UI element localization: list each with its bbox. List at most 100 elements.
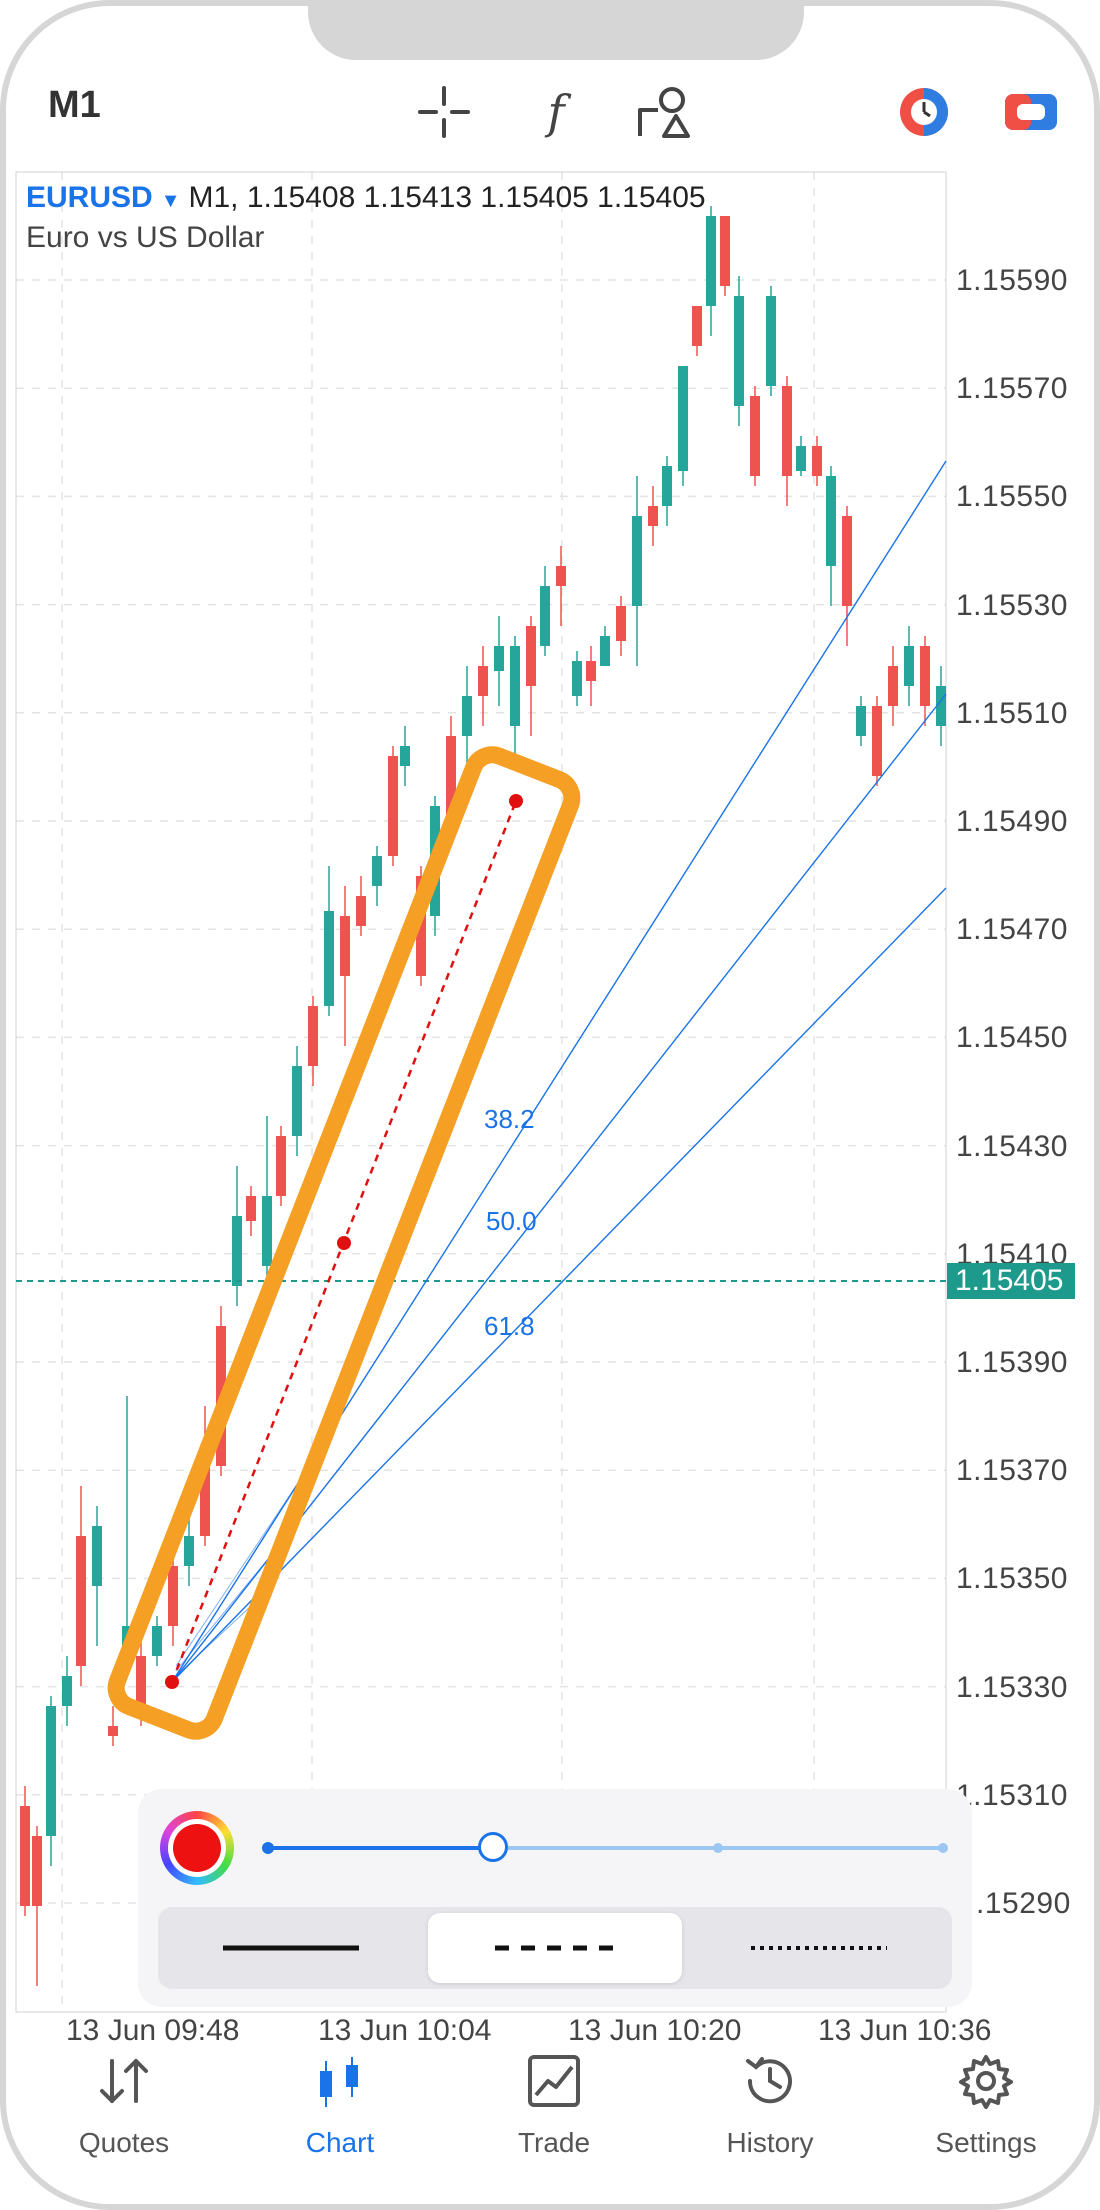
thickness-slider-track[interactable] [268,1846,944,1850]
candle-body [766,296,776,386]
price-axis-label: 1.15590 [956,264,1068,297]
fibo-level-label: 38.2 [484,1104,535,1134]
objects-icon[interactable] [634,82,694,142]
thickness-slider-fill [268,1846,494,1850]
candle-body [540,586,550,646]
candle-body [324,911,334,1006]
fibonacci-fan [171,460,947,1683]
thickness-slider-thumb[interactable] [478,1832,508,1862]
tab-history[interactable]: History [690,2041,850,2181]
history-icon [690,2041,850,2121]
price-axis-label: 1.15470 [956,913,1068,947]
candle-body [92,1526,102,1586]
time-axis-label: 13 Jun 09:48 [66,2014,240,2047]
candle-body [936,686,946,726]
candle-body [648,506,658,526]
candle-body [416,876,426,976]
candle-body [462,696,472,736]
tab-label: History [726,2127,814,2158]
tab-label: Quotes [78,2127,170,2158]
candle-body [920,646,930,706]
candle-body [706,216,716,306]
candle-body [108,1726,118,1736]
price-axis-label: 1.15330 [956,1670,1068,1704]
time-axis-label: 13 Jun 10:20 [568,2014,742,2047]
anchor-point-start [165,1675,179,1689]
account-toggle-icon[interactable] [1001,82,1061,142]
tab-trade[interactable]: Trade [474,2041,634,2181]
candle-body [20,1806,30,1906]
timeframe-button[interactable]: M1 [48,84,101,126]
color-picker-button[interactable] [160,1811,234,1885]
candle-body [62,1676,72,1706]
thickness-stop[interactable] [262,1842,274,1854]
candle-body [308,1006,318,1066]
candle-body [184,1536,194,1566]
candle-body [494,646,504,671]
price-axis-label: 1.15430 [956,1129,1068,1163]
price-axis-label: 1.15530 [956,588,1068,622]
fibo-level-label: 61.8 [484,1311,535,1341]
candle-body [292,1066,302,1136]
symbol-header[interactable]: EURUSD ▼ M1, 1.15408 1.15413 1.15405 1.154… [26,181,706,215]
indicator-f-icon[interactable]: f [526,82,586,142]
symbol-name[interactable]: EURUSD [26,181,153,214]
fibo-level-label: 50.0 [486,1206,537,1236]
candle-body [678,366,688,471]
candle-body [600,636,610,666]
price-axis-label: 1.15390 [956,1346,1068,1379]
candle-body [662,466,672,506]
tab-quotes[interactable]: Quotes [44,2041,204,2181]
chart-icon [260,2041,420,2121]
candle-body [340,916,350,976]
price-axis-label: 1.15570 [956,372,1068,406]
tab-settings[interactable]: Settings [906,2041,1066,2181]
candle-body [556,566,566,586]
candle-body [734,296,744,406]
candle-body [32,1836,42,1906]
line-style-solid[interactable] [164,1913,418,1983]
time-axis-label: 13 Jun 10:36 [818,2014,992,2047]
candle-body [478,666,488,696]
time-axis-label: 13 Jun 10:04 [318,2014,492,2047]
current-price-label: 1.15405 [947,1263,1075,1299]
candle-body [446,736,456,816]
quotes-icon [44,2041,204,2121]
one-click-trading-icon[interactable] [894,82,954,142]
selected-color-swatch [173,1824,221,1872]
candle-body [826,476,836,566]
line-style-dashed[interactable] [428,1913,682,1983]
crosshair-icon[interactable] [414,82,474,142]
candle-body [168,1566,178,1626]
candle-body [842,516,852,606]
tab-label: Settings [935,2127,1037,2158]
device-notch [308,6,804,60]
tab-chart[interactable]: Chart [260,2041,420,2181]
candle-body [246,1196,256,1221]
trade-icon [474,2041,634,2121]
highlight-frame [107,746,581,1740]
candle-body [276,1136,286,1196]
thickness-stop[interactable] [713,1843,723,1853]
price-axis-label: 1.15450 [956,1021,1068,1055]
price-axis-label: 1.15510 [956,696,1068,730]
candle-body [46,1706,56,1836]
thickness-stop[interactable] [938,1843,948,1853]
bottom-tab-bar: Quotes Chart Trade History Settings [6,2041,1094,2181]
candle-body [904,646,914,686]
candle-body [232,1216,242,1286]
candlesticks [20,206,946,1986]
symbol-dropdown-icon[interactable]: ▼ [160,190,181,212]
chart-grid [16,172,946,2012]
candle-body [796,446,806,471]
candle-body [750,396,760,476]
candle-body [616,606,626,641]
candle-body [856,706,866,736]
price-axis-label: 1.15550 [956,480,1068,514]
candle-body [152,1626,162,1656]
price-axis-label: 1.15490 [956,805,1068,838]
tab-label: Chart [305,2127,375,2158]
line-style-dotted[interactable] [692,1913,946,1983]
price-axis-label: 1.15370 [956,1454,1068,1488]
